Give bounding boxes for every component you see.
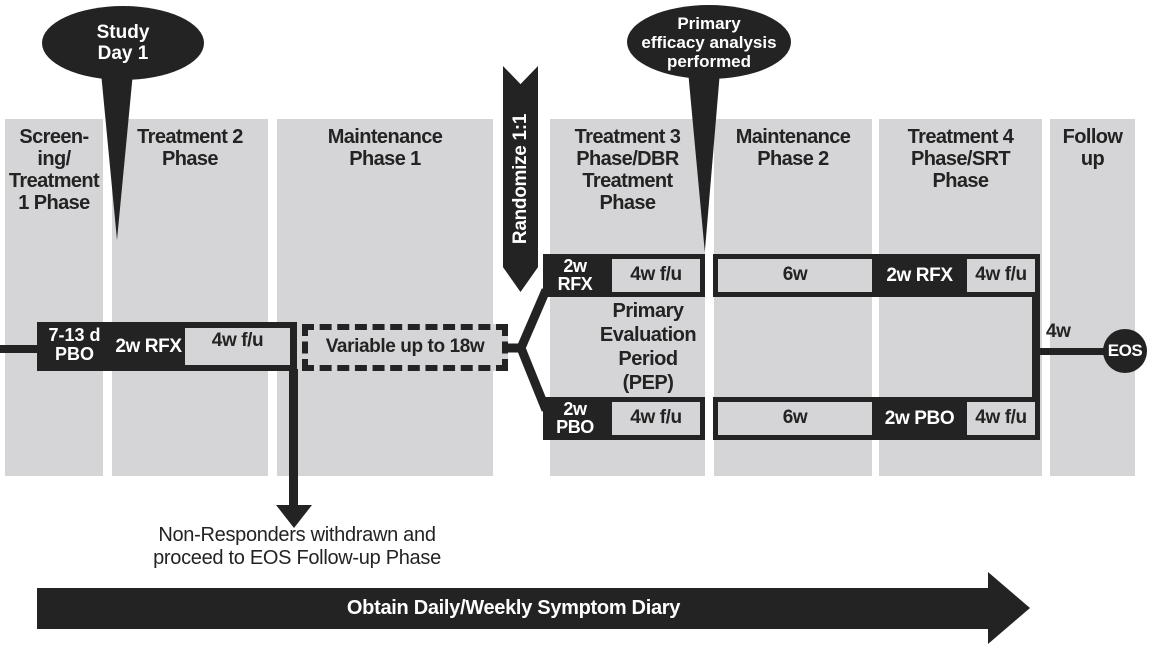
phase-title-line: Treatment 2 [137,126,243,148]
phase-title-line: Phase 2 [757,148,829,170]
pep-line: Primary [612,300,685,322]
phase-title-line: up [1080,148,1105,170]
followup-4w-label: 4w [1046,321,1071,342]
pbo-branch-row: 2w PBO 4w f/u 6w 2w PBO 4w f/u [543,397,1040,440]
rfx-2w-segment: 2w RFX [115,336,182,357]
pbo-7-13d-segment: 7-13 d PBO [37,326,112,364]
phase-title-line: Follow [1062,126,1123,148]
phase-column-treatment-2: Treatment 2 Phase [112,119,268,476]
rfx-followup2-segment: 4w f/u [962,254,1040,297]
pep-line: Evaluation [599,324,697,346]
segment-label-line: 2w [563,399,587,419]
non-responders-note: Non-Responders withdrawn and proceed to … [132,524,462,570]
eos-connector-line [1036,348,1106,355]
note-line: Non-Responders withdrawn and [158,524,436,546]
segment-label-line: PBO [54,344,94,364]
rfx-2w-srt-segment: 2w RFX [877,254,962,297]
timeline-entry-line [0,345,38,353]
callout-line: Day 1 [97,43,149,64]
phase-title-line: Phase 1 [349,148,421,170]
screening-treatment-bar: 7-13 d PBO 2w RFX 4w f/u [37,322,297,371]
phase-title-line: Screen- [19,126,89,148]
randomize-ribbon: Randomize 1:1 [503,66,538,292]
callout-line: performed [666,52,752,71]
phase-title-line: Phase/DBR [576,148,679,170]
pbo-followup1-segment: 4w f/u [607,397,705,440]
symptom-diary-arrow [37,588,990,629]
phase-title-line: 1 Phase [18,192,90,214]
callout-line: efficacy analysis [641,33,777,52]
pbo-2w-srt-segment: 2w PBO [877,397,962,440]
phase-title-line: Treatment 4 [907,126,1014,148]
phase-column-title: Treatment 4 Phase/SRT Phase [879,119,1042,192]
phase-title-line: Phase [599,192,657,214]
pbo-maintenance-6w-segment: 6w [713,397,877,440]
phase-title-line: Treatment 3 [574,126,681,148]
rfx-2w-dbr-segment: 2w RFX [543,254,607,297]
note-line: proceed to EOS Follow-up Phase [153,547,441,569]
phase-title-line: Maintenance [327,126,443,148]
phase-column-follow-up: Follow up [1050,119,1135,476]
phase-title-line: Treatment [8,170,100,192]
phase-column-title: Maintenance Phase 2 [714,119,872,170]
phase-column-title: Screen- ing/ Treatment 1 Phase [5,119,103,214]
phase-title-line: ing/ [37,148,71,170]
phase-title-line: Phase/SRT [910,148,1011,170]
primary-evaluation-period-label: Primary Evaluation Period (PEP) [568,299,728,395]
segment-label-line: 7-13 d [48,325,101,345]
rfx-followup1-segment: 4w f/u [607,254,705,297]
segment-label-line: RFX [557,274,593,294]
phase-title-line: Treatment [582,170,673,192]
symptom-diary-arrowhead [988,572,1030,644]
pep-line: (PEP) [622,372,674,394]
phase-column-title: Maintenance Phase 1 [277,119,493,170]
variable-duration-box: Variable up to 18w [302,324,508,371]
primary-efficacy-callout: Primary efficacy analysis performed [627,5,791,79]
non-responder-drop-line [289,369,298,509]
phase-column-screening-treatment-1: Screen- ing/ Treatment 1 Phase [5,119,103,476]
pbo-followup2-segment: 4w f/u [962,397,1040,440]
rfx-branch-row: 2w RFX 4w f/u 6w 2w RFX 4w f/u [543,254,1040,297]
symptom-diary-label: Obtain Daily/Weekly Symptom Diary [346,597,681,619]
phase-column-title: Follow up [1050,119,1135,170]
study-day-callout: Study Day 1 [42,6,204,80]
segment-label-line: PBO [556,417,594,437]
randomization-fork-connector [506,288,550,412]
rfx-maintenance-6w-segment: 6w [713,254,877,297]
branch-merge-line [1032,294,1040,400]
segment-label-line: 2w [563,256,587,276]
callout-line: Study [96,22,150,43]
phase-column-title: Treatment 3 Phase/DBR Treatment Phase [550,119,705,214]
eos-endpoint: EOS [1103,329,1147,373]
randomize-label: Randomize 1:1 [509,113,531,245]
phase-title-line: Phase [162,148,219,170]
followup-4w-segment: 4w f/u [185,328,290,365]
phase-column-title: Treatment 2 Phase [112,119,268,170]
phase-title-line: Maintenance [735,126,851,148]
phase-column-maintenance-1: Maintenance Phase 1 [277,119,493,476]
pep-line: Period [618,348,678,370]
phase-title-line: Phase [932,170,990,192]
callout-line: Primary [677,14,741,33]
pbo-2w-dbr-segment: 2w PBO [543,397,607,440]
